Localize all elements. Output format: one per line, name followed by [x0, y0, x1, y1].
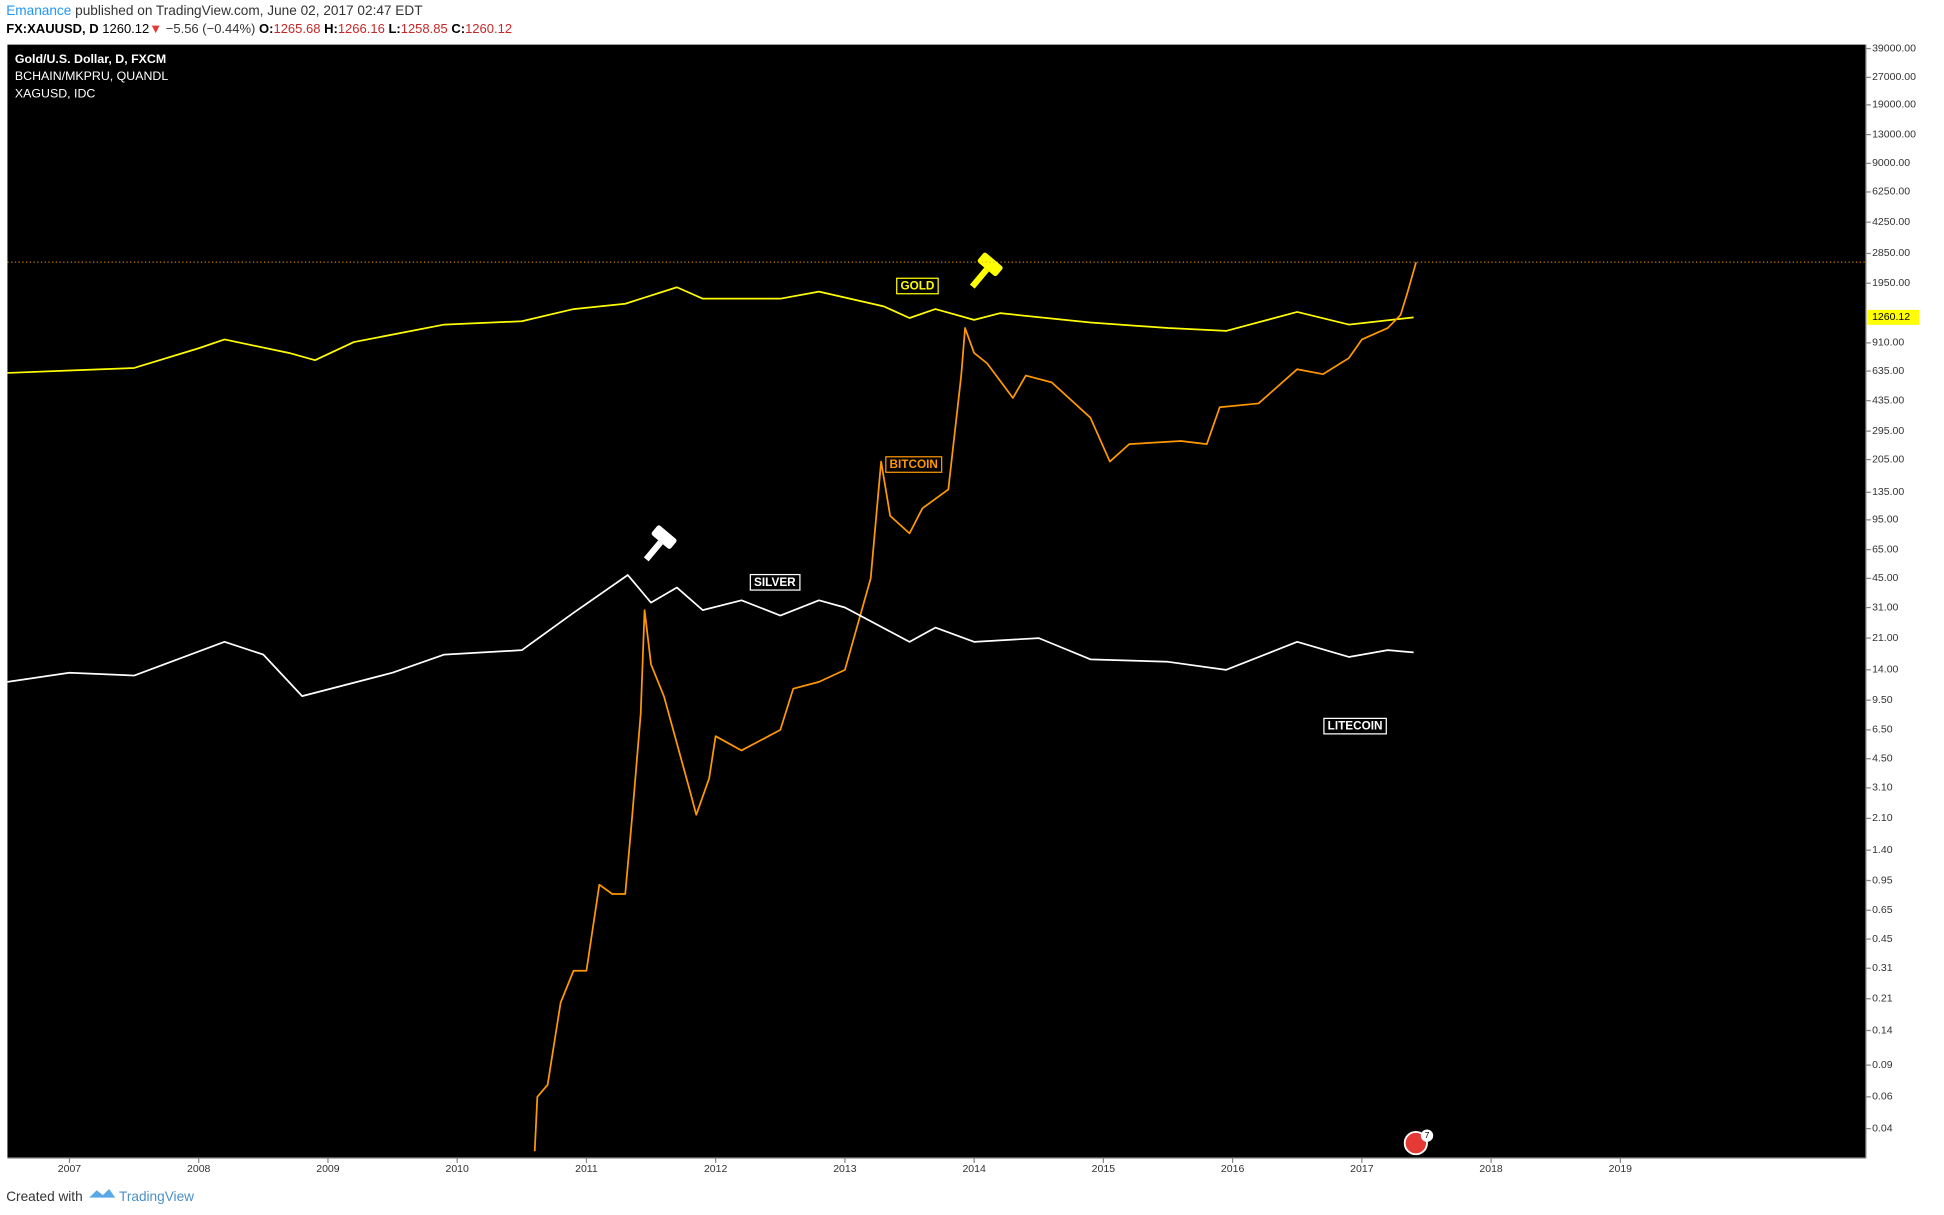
ohlc-value: 1265.68 — [273, 21, 320, 36]
ohlc-label: C: — [451, 21, 465, 36]
y-tick-label: 21.00 — [1872, 632, 1898, 644]
y-tick-label: 19000.00 — [1872, 99, 1916, 111]
y-tick-label: 0.65 — [1872, 904, 1893, 916]
y-tick-label: 0.95 — [1872, 874, 1893, 886]
plot-background — [7, 44, 1866, 1158]
y-tick-label: 9000.00 — [1872, 157, 1910, 169]
annotation: GOLD — [900, 280, 934, 293]
legend-entry: Gold/U.S. Dollar, D, FXCM — [15, 52, 166, 66]
x-tick-label: 2016 — [1221, 1163, 1245, 1175]
y-tick-label: 3.10 — [1872, 782, 1893, 794]
annotation: SILVER — [754, 576, 796, 589]
y-tick-label: 31.00 — [1872, 601, 1898, 613]
x-tick-label: 2019 — [1609, 1163, 1633, 1175]
last-price: 1260.12 — [102, 21, 149, 36]
x-tick-label: 2013 — [833, 1163, 857, 1175]
annotation-box — [749, 573, 801, 591]
x-tick-label: 2015 — [1092, 1163, 1116, 1175]
annotation-box — [885, 456, 943, 473]
y-tick-label: 6.50 — [1872, 724, 1893, 736]
y-tick-label: 39000.00 — [1872, 42, 1916, 54]
y-tick-label: 45.00 — [1872, 572, 1898, 584]
y-tick-label: 95.00 — [1872, 514, 1898, 526]
published: published on TradingView.com, June 02, 2… — [75, 3, 423, 18]
annotation-box — [896, 277, 939, 295]
annotation: LITECOIN — [1328, 720, 1383, 733]
ohlc-value: 1266.16 — [338, 21, 385, 36]
x-tick-label: 2007 — [58, 1163, 82, 1175]
y-tick-label: 295.00 — [1872, 425, 1904, 437]
series-line — [533, 261, 1417, 1152]
change-arrow: ▼ — [149, 21, 162, 36]
quote-line: FX:XAUUSD, D 1260.12▼ −5.56 (−0.44%) O:1… — [6, 21, 512, 36]
x-tick-label: 2017 — [1350, 1163, 1374, 1175]
ohlc-label: H: — [324, 21, 338, 36]
y-tick-label: 0.09 — [1872, 1059, 1893, 1071]
footer-brand[interactable]: TradingView — [119, 1189, 194, 1204]
change: −5.56 (−0.44%) — [166, 21, 256, 36]
series-line — [7, 574, 1414, 698]
x-tick-label: 2009 — [316, 1163, 340, 1175]
event-badge — [1420, 1129, 1434, 1142]
annotation: BITCOIN — [890, 458, 938, 471]
event-badge-count: 7 — [1425, 1130, 1430, 1140]
plot-lines — [7, 261, 1866, 1152]
ohlc-label: L: — [388, 21, 400, 36]
x-tick-label: 2014 — [962, 1163, 986, 1175]
y-tick-label: 0.21 — [1872, 993, 1893, 1005]
footer-created: Created with — [6, 1189, 83, 1204]
y-tick-label: 135.00 — [1872, 486, 1904, 498]
y-tick-label: 205.00 — [1872, 453, 1904, 465]
symbol: FX:XAUUSD, D — [6, 21, 98, 36]
gavel-icon — [643, 525, 677, 562]
x-tick-label: 2018 — [1479, 1163, 1503, 1175]
legend-entry: XAGUSD, IDC — [15, 86, 96, 100]
y-tick-label: 0.31 — [1872, 962, 1893, 974]
brand-logo — [89, 1188, 116, 1198]
y-tick-label: 9.50 — [1872, 694, 1893, 706]
ohlc-value: 1260.12 — [465, 21, 512, 36]
y-tick-label: 0.45 — [1872, 933, 1893, 945]
ohlc-value: 1258.85 — [401, 21, 448, 36]
author[interactable]: Emanance — [6, 3, 71, 18]
y-tick-label: 435.00 — [1872, 394, 1904, 406]
y-tick-label: 27000.00 — [1872, 71, 1916, 83]
annotation-box — [1323, 717, 1387, 735]
y-tick-label: 4250.00 — [1872, 216, 1910, 228]
y-tick-label: 4.50 — [1872, 752, 1893, 764]
y-tick-label: 2850.00 — [1872, 247, 1910, 259]
y-tick-label: 1950.00 — [1872, 277, 1910, 289]
x-tick-label: 2008 — [187, 1163, 211, 1175]
last-value-label: 1260.12 — [1872, 311, 1910, 323]
y-tick-label: 6250.00 — [1872, 186, 1910, 198]
y-tick-label: 14.00 — [1872, 664, 1898, 676]
header-line: Emanance published on TradingView.com, J… — [6, 3, 423, 18]
x-tick-label: 2012 — [704, 1163, 728, 1175]
last-value-box — [1867, 309, 1920, 325]
y-tick-label: 2.10 — [1872, 812, 1893, 824]
series-line — [7, 286, 1414, 374]
y-tick-label: 635.00 — [1872, 365, 1904, 377]
legend-entry: BCHAIN/MKPRU, QUANDL — [15, 69, 168, 83]
y-tick-label: 0.14 — [1872, 1024, 1893, 1036]
y-tick-label: 65.00 — [1872, 543, 1898, 555]
y-tick-label: 0.06 — [1872, 1091, 1893, 1103]
y-tick-label: 910.00 — [1872, 337, 1904, 349]
gavel-icon — [969, 252, 1003, 289]
y-tick-label: 13000.00 — [1872, 128, 1916, 140]
x-tick-label: 2010 — [445, 1163, 469, 1175]
y-tick-label: 1.40 — [1872, 844, 1893, 856]
y-tick-label: 0.04 — [1872, 1122, 1893, 1134]
ohlc-label: O: — [259, 21, 273, 36]
x-tick-label: 2011 — [575, 1163, 598, 1175]
